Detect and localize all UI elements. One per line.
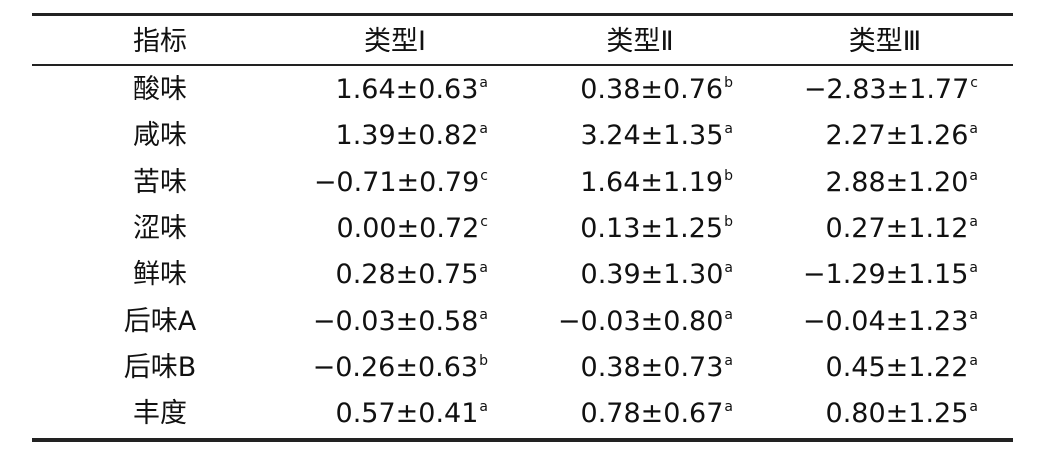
value-cell: −0.71±0.79c [248,160,488,206]
row-label: 鲜味 [133,259,187,291]
value-text: 0.80±1.25 [825,398,969,430]
value-cell: −0.26±0.63b [248,345,488,391]
header-cell: 类型Ⅲ [848,26,922,57]
bottom-rule [32,438,1013,442]
value-text: 0.00±0.72 [336,212,480,244]
value-text: 2.88±1.20 [825,166,969,198]
value-text: −1.29±1.15 [802,259,969,291]
significance-letter: a [724,121,733,138]
value-cell: 0.57±0.41a [248,391,488,437]
significance-letter: a [479,306,488,323]
value-cell: 0.45±1.22a [738,345,978,391]
significance-letter: b [479,352,488,369]
value-text: 0.78±0.67 [580,398,724,430]
row-label: 酸味 [133,74,187,105]
row-label: 苦味 [133,166,187,198]
significance-letter: c [480,213,488,230]
row-label: 咸味 [133,120,187,152]
value-cell: 0.38±0.73a [493,345,733,391]
significance-letter: a [724,352,733,369]
value-text: 0.38±0.73 [580,351,724,383]
value-cell: 3.24±1.35a [493,113,733,159]
value-text: −0.71±0.79 [313,166,480,198]
value-cell: 0.13±1.25b [493,206,733,252]
value-cell: −2.83±1.77c [738,67,978,113]
significance-letter: a [969,121,978,138]
value-cell: 0.39±1.30a [493,252,733,298]
value-cell: 1.64±1.19b [493,160,733,206]
header-cell: 类型Ⅱ [606,26,674,57]
value-text: −2.83±1.77 [803,74,970,105]
significance-letter: a [969,306,978,323]
header-cell: 类型Ⅰ [364,26,426,57]
value-cell: −1.29±1.15a [738,252,978,298]
value-cell: 1.64±0.63a [248,67,488,113]
significance-letter: a [479,260,488,277]
value-cell: 0.27±1.12a [738,206,978,252]
significance-letter: b [724,213,733,230]
significance-letter: a [969,352,978,369]
value-text: 1.39±0.82 [335,120,479,152]
significance-letter: a [724,399,733,416]
significance-letter: b [724,75,733,91]
significance-letter: b [724,167,733,184]
value-cell: −0.03±0.58a [248,299,488,345]
significance-letter: a [969,260,978,277]
significance-letter: a [969,213,978,230]
value-cell: 0.00±0.72c [248,206,488,252]
value-cell: 0.38±0.76b [493,67,733,113]
value-cell: −0.04±1.23a [738,299,978,345]
significance-letter: a [479,399,488,416]
value-cell: 2.88±1.20a [738,160,978,206]
value-cell: 0.28±0.75a [248,252,488,298]
value-text: −0.03±0.58 [312,305,479,337]
significance-letter: a [724,306,733,323]
value-cell: 1.39±0.82a [248,113,488,159]
value-cell: −0.03±0.80a [493,299,733,345]
significance-letter: c [480,167,488,184]
header-cell: 指标 [133,26,187,57]
value-text: 0.27±1.12 [825,212,969,244]
row-label: 丰度 [133,398,187,430]
row-label: 后味B [123,351,197,383]
significance-letter: a [479,75,488,91]
value-cell: 0.80±1.25a [738,391,978,437]
header-rule [32,64,1013,66]
significance-letter: a [724,260,733,277]
value-text: 0.57±0.41 [335,398,479,430]
significance-letter: c [970,75,978,91]
row-label: 涩味 [133,212,187,244]
value-text: −0.03±0.80 [557,305,724,337]
value-text: −0.04±1.23 [802,305,969,337]
value-text: −0.26±0.63 [312,351,479,383]
value-text: 1.64±0.63 [335,74,479,105]
top-rule [32,13,1013,16]
significance-letter: a [479,121,488,138]
value-cell: 2.27±1.26a [738,113,978,159]
value-text: 2.27±1.26 [825,120,969,152]
significance-letter: a [969,167,978,184]
value-text: 3.24±1.35 [580,120,724,152]
value-text: 0.39±1.30 [580,259,724,291]
value-text: 0.28±0.75 [335,259,479,291]
value-text: 0.45±1.22 [825,351,969,383]
value-text: 0.13±1.25 [580,212,724,244]
significance-letter: a [969,399,978,416]
value-text: 0.38±0.76 [580,74,724,105]
value-cell: 0.78±0.67a [493,391,733,437]
value-text: 1.64±1.19 [580,166,724,198]
row-label: 后味A [123,305,197,337]
